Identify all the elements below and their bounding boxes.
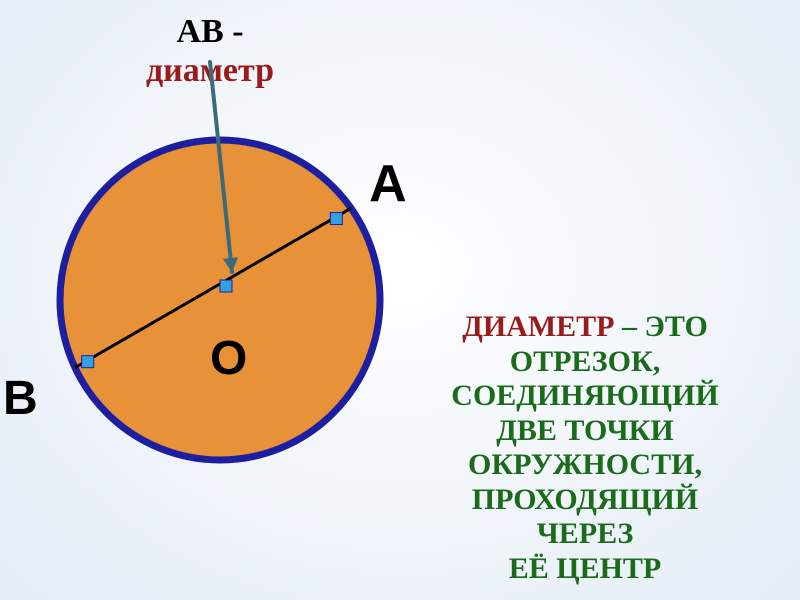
definition-line-5: ПРОХОДЯЩИЙ (472, 483, 698, 516)
label-A: А (369, 154, 407, 214)
label-O: О (210, 331, 247, 386)
definition-text: ДИАМЕТР – ЭТО ОТРЕЗОК, СОЕДИНЯЮЩИЙ ДВЕ Т… (385, 310, 785, 586)
definition-line-2: СОЕДИНЯЮЩИЙ (451, 379, 718, 412)
definition-highlight: ДИАМЕТР (462, 310, 614, 343)
label-B: В (3, 371, 38, 426)
definition-line-1: ОТРЕЗОК, (510, 345, 660, 378)
definition-line-3: ДВЕ ТОЧКИ (496, 414, 673, 447)
definition-line-6: ЧЕРЕЗ (537, 517, 634, 550)
definition-line-4: ОКРУЖНОСТИ, (468, 448, 702, 481)
definition-line-7: ЕЁ ЦЕНТР (509, 552, 662, 585)
definition-line-0: – ЭТО (615, 310, 708, 343)
slide-content: АВ - диаметр А В О ДИАМЕТР – ЭТО ОТРЕЗОК… (0, 0, 800, 600)
